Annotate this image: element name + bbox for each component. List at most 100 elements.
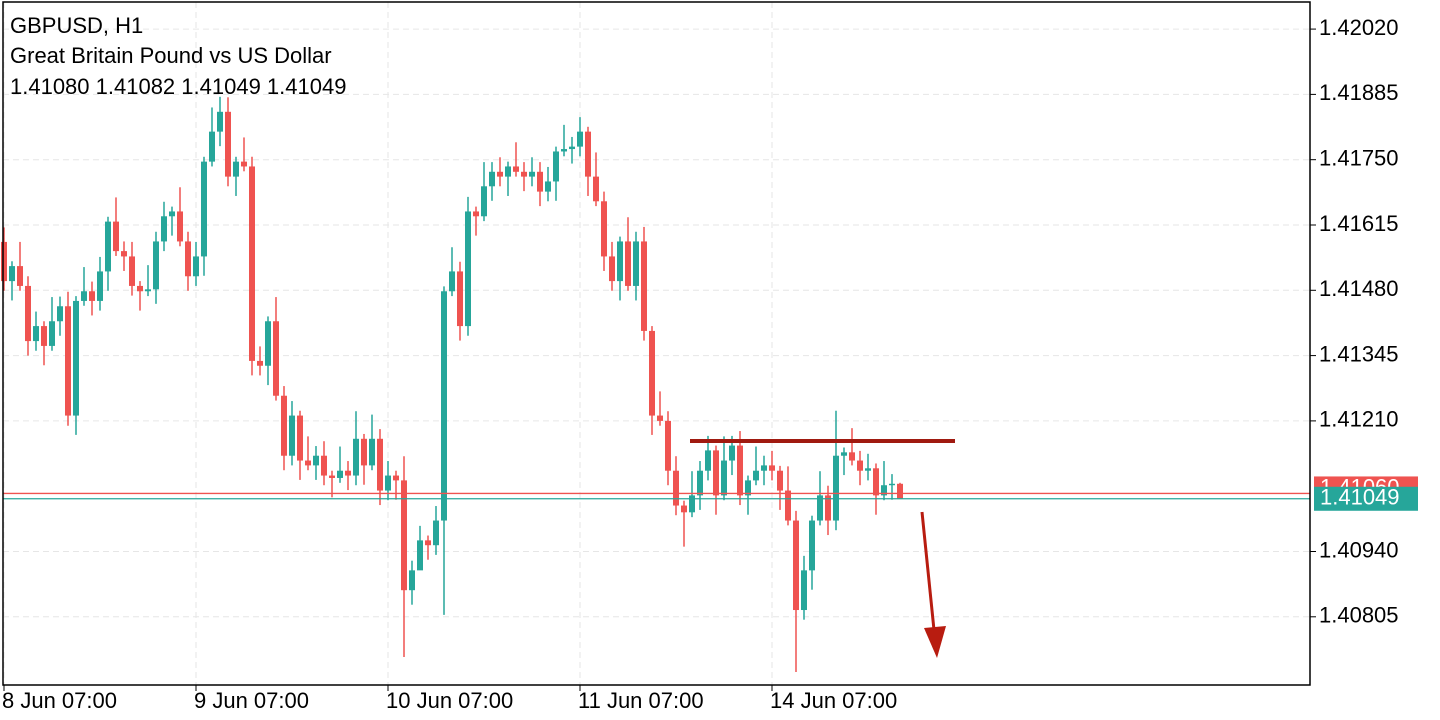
candle-body: [329, 475, 335, 478]
candle-body: [761, 465, 767, 471]
candle-body: [897, 483, 903, 499]
candle-body: [633, 241, 639, 286]
candle-body: [857, 460, 863, 471]
candle-body: [441, 291, 447, 521]
candle-body: [489, 171, 495, 187]
candle-body: [521, 171, 527, 177]
candle-body: [609, 256, 615, 282]
candle-body: [777, 470, 783, 491]
candle-body: [33, 326, 39, 342]
candle-body: [705, 450, 711, 471]
candle-body: [193, 256, 199, 277]
candle-body: [337, 470, 343, 478]
candle-body: [625, 241, 631, 286]
candle-body: [561, 149, 567, 152]
candle-body: [217, 111, 223, 132]
candle-body: [449, 271, 455, 292]
candle-body: [41, 326, 47, 346]
x-tick-label: 9 Jun 07:00: [194, 688, 309, 713]
candle-body: [817, 495, 823, 521]
candle-body: [737, 445, 743, 496]
candle-body: [769, 465, 775, 471]
subtitle: Great Britain Pound vs US Dollar: [10, 43, 332, 68]
candle-body: [97, 271, 103, 301]
y-tick-label: 1.41210: [1319, 407, 1399, 432]
x-tick-label: 11 Jun 07:00: [578, 688, 704, 713]
candle-body: [49, 321, 55, 346]
candle-body: [113, 221, 119, 252]
candle-body: [649, 330, 655, 416]
candle-body: [745, 480, 751, 496]
candle-body: [873, 468, 879, 496]
candle-body: [785, 490, 791, 521]
candle-body: [81, 291, 87, 301]
candle-body: [465, 211, 471, 327]
candle-body: [17, 266, 23, 286]
grid-layer: [3, 2, 1310, 685]
y-tick-label: 1.41345: [1319, 341, 1399, 366]
candle-body: [577, 131, 583, 147]
candle-body: [57, 306, 63, 322]
y-tick-label: 1.41615: [1319, 211, 1399, 236]
candle-body: [809, 520, 815, 571]
candle-body: [681, 505, 687, 513]
candle-body: [233, 161, 239, 177]
x-tick-label: 10 Jun 07:00: [386, 688, 513, 713]
candle-body: [841, 452, 847, 456]
candle-body: [729, 445, 735, 461]
candle-body: [881, 485, 887, 496]
candle-body: [177, 211, 183, 242]
candle-body: [225, 111, 231, 177]
candle-body: [121, 251, 127, 257]
candle-body: [281, 395, 287, 456]
candle-body: [137, 285, 143, 292]
candle-body: [273, 321, 279, 396]
bid-label: 1.41049: [1320, 485, 1400, 510]
candle-body: [145, 289, 151, 292]
axis-layer: 1.42020 1.41885 1.41750 1.41615 1.41480 1.413…: [2, 15, 1418, 713]
candle-body: [481, 186, 487, 217]
candle-body: [89, 291, 95, 301]
candle-body: [353, 438, 359, 476]
candle-body: [721, 460, 727, 496]
candle-body: [793, 520, 799, 611]
candle-body: [601, 201, 607, 257]
y-tick-label: 1.41480: [1319, 276, 1399, 301]
candle-body: [385, 475, 391, 491]
candle-body: [73, 300, 79, 416]
candle-body: [129, 256, 135, 286]
candle-body: [153, 241, 159, 290]
y-tick-label: 1.40805: [1319, 603, 1399, 628]
candle-body: [249, 166, 255, 361]
candle-body: [377, 438, 383, 491]
candle-body: [369, 438, 375, 466]
candle-body: [289, 415, 295, 456]
ohlc-label: 1.41080 1.41082 1.41049 1.41049: [10, 74, 346, 99]
candle-body: [241, 161, 247, 167]
candle-body: [361, 438, 367, 466]
candle-body: [313, 455, 319, 466]
marks-layer: [1, 96, 1310, 672]
candle-body: [585, 131, 591, 177]
candle-body: [545, 181, 551, 192]
arrow-head: [924, 626, 946, 658]
candle-body: [417, 540, 423, 571]
candle-body: [825, 495, 831, 521]
candle-body: [529, 171, 535, 177]
candle-body: [1, 241, 7, 282]
candle-body: [25, 285, 31, 342]
y-tick-label: 1.42020: [1319, 15, 1399, 40]
candle-body: [345, 470, 351, 476]
candle-body: [257, 360, 263, 366]
candle-body: [689, 495, 695, 513]
arrow-shaft: [920, 511, 936, 631]
candle-body: [457, 271, 463, 327]
candle-body: [569, 146, 575, 150]
candle-body: [161, 216, 167, 242]
candle-body: [617, 241, 623, 282]
symbol-label: GBPUSD, H1: [10, 13, 143, 38]
candle-body: [401, 480, 407, 591]
candle-body: [473, 211, 479, 217]
candle-body: [713, 450, 719, 496]
